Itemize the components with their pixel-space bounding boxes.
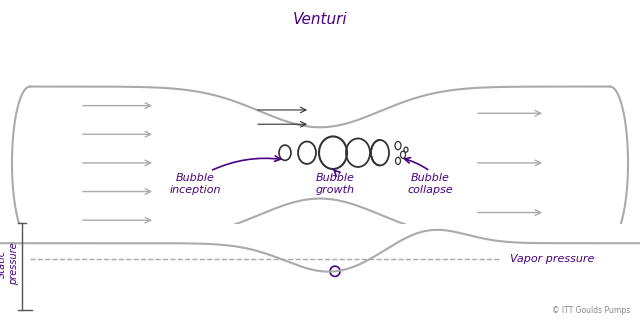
Text: © ITT Goulds Pumps: © ITT Goulds Pumps: [552, 306, 630, 315]
Text: Bubble
growth: Bubble growth: [316, 173, 355, 195]
Text: Bubble
inception: Bubble inception: [169, 173, 221, 195]
Text: Vapor pressure: Vapor pressure: [510, 253, 595, 264]
Text: Bubble
collapse: Bubble collapse: [407, 173, 453, 195]
Text: Static
pressure: Static pressure: [0, 242, 19, 285]
Text: Venturi: Venturi: [292, 12, 348, 27]
